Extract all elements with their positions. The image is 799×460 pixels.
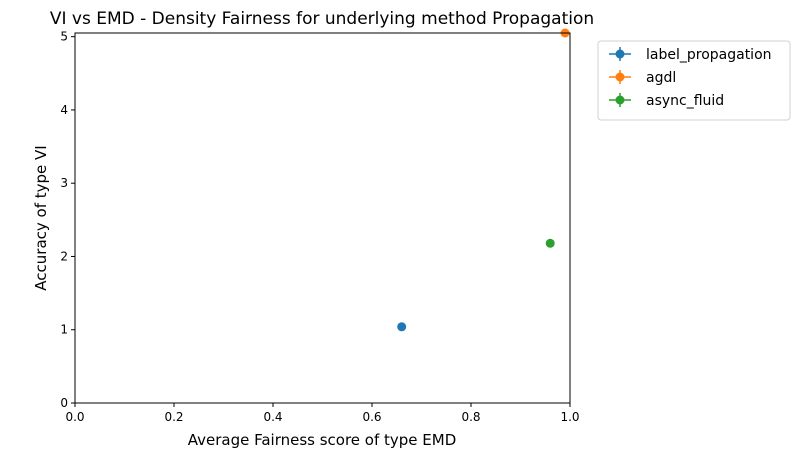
x-tick-label: 0.4 bbox=[263, 410, 282, 424]
x-tick-label: 0.8 bbox=[461, 410, 480, 424]
legend-marker bbox=[615, 49, 625, 59]
y-tick-label: 1 bbox=[60, 323, 68, 337]
y-tick-label: 3 bbox=[60, 176, 68, 190]
legend-box bbox=[597, 40, 791, 121]
y-tick-label: 0 bbox=[60, 396, 68, 410]
x-tick-label: 1.0 bbox=[560, 410, 579, 424]
legend-item-agdl: agdl bbox=[609, 70, 676, 86]
y-axis-label: Accuracy of type VI bbox=[32, 145, 50, 290]
x-tick-label: 0.6 bbox=[362, 410, 381, 424]
plot-area bbox=[75, 33, 570, 403]
chart-title: VI vs EMD - Density Fairness for underly… bbox=[50, 9, 594, 29]
x-axis-ticks: 0.0 0.2 0.4 0.6 0.8 1.0 bbox=[65, 403, 580, 424]
y-tick-label: 5 bbox=[60, 30, 68, 44]
legend-label: async_fluid bbox=[646, 93, 724, 109]
data-point-async-fluid bbox=[545, 238, 555, 248]
legend-label: label_propagation bbox=[646, 47, 772, 63]
x-tick-label: 0.2 bbox=[164, 410, 183, 424]
x-axis-label: Average Fairness score of type EMD bbox=[188, 431, 457, 449]
legend-marker bbox=[615, 72, 625, 82]
plot-frame bbox=[74, 32, 571, 404]
data-point-label-propagation bbox=[397, 322, 407, 332]
legend-marker bbox=[615, 95, 625, 105]
legend-item-async-fluid: async_fluid bbox=[609, 93, 724, 109]
legend-label: agdl bbox=[646, 70, 676, 86]
x-tick-label: 0.0 bbox=[65, 410, 84, 424]
legend-item-label-propagation: label_propagation bbox=[609, 47, 772, 63]
y-tick-label: 2 bbox=[60, 249, 68, 263]
y-axis-ticks: 0 1 2 3 4 5 bbox=[60, 30, 75, 410]
y-tick-label: 4 bbox=[60, 103, 68, 117]
